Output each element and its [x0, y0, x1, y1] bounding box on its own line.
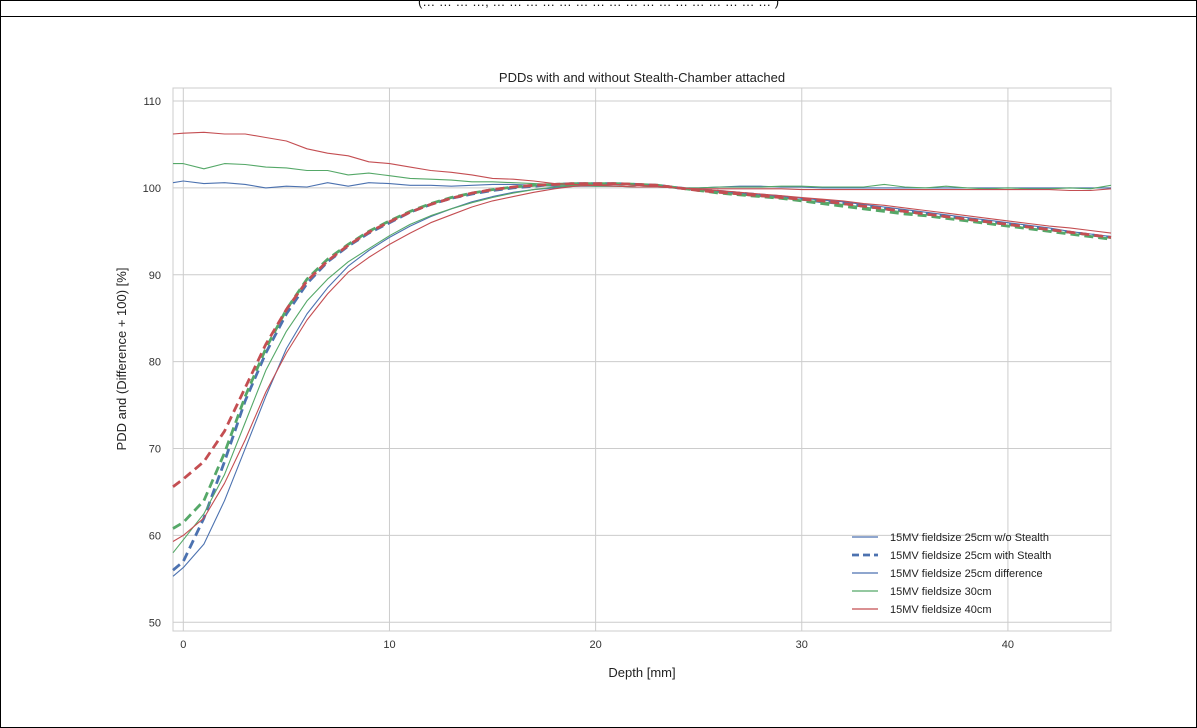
- legend-label: 15MV fieldsize 25cm with Stealth: [890, 550, 1051, 562]
- x-tick-label: 0: [180, 639, 186, 651]
- legend-label: 15MV fieldsize 30cm: [890, 586, 992, 598]
- x-tick-label: 30: [796, 639, 808, 651]
- series-lines: [172, 131, 1112, 577]
- y-axis-label: PDD and (Difference + 100) [%]: [114, 268, 129, 451]
- y-tick-label: 60: [149, 530, 161, 542]
- x-axis-label: Depth [mm]: [608, 665, 675, 680]
- cropped-header-text: (… … … …, … … … … … … … … … … … … … … … …: [417, 0, 780, 9]
- series-line: [172, 131, 1112, 192]
- y-tick-label: 70: [149, 444, 161, 456]
- legend-label: 15MV fieldsize 25cm difference: [890, 568, 1043, 580]
- x-tick-label: 10: [383, 639, 395, 651]
- y-tick-label: 80: [149, 357, 161, 369]
- chart-title: PDDs with and without Stealth-Chamber at…: [499, 70, 785, 85]
- x-tick-label: 20: [589, 639, 601, 651]
- legend-label: 15MV fieldsize 40cm: [890, 604, 992, 616]
- y-tick-label: 100: [143, 183, 161, 195]
- y-tick-label: 110: [143, 96, 161, 108]
- header-divider: [0, 16, 1197, 17]
- y-tick-label: 90: [149, 270, 161, 282]
- y-tick-label: 50: [149, 617, 161, 629]
- grid-lines: [173, 88, 1111, 631]
- series-line: [172, 182, 1112, 488]
- plot-area: [172, 87, 1112, 632]
- axis-ticks: 0 10 20 30 40 50 60 70 80 90 100 110: [143, 96, 1014, 651]
- x-tick-label: 40: [1002, 639, 1014, 651]
- legend: 15MV fieldsize 25cm w/o Stealth 15MV fiel…: [852, 532, 1051, 616]
- legend-label: 15MV fieldsize 25cm w/o Stealth: [890, 532, 1049, 544]
- series-line: [172, 182, 1112, 530]
